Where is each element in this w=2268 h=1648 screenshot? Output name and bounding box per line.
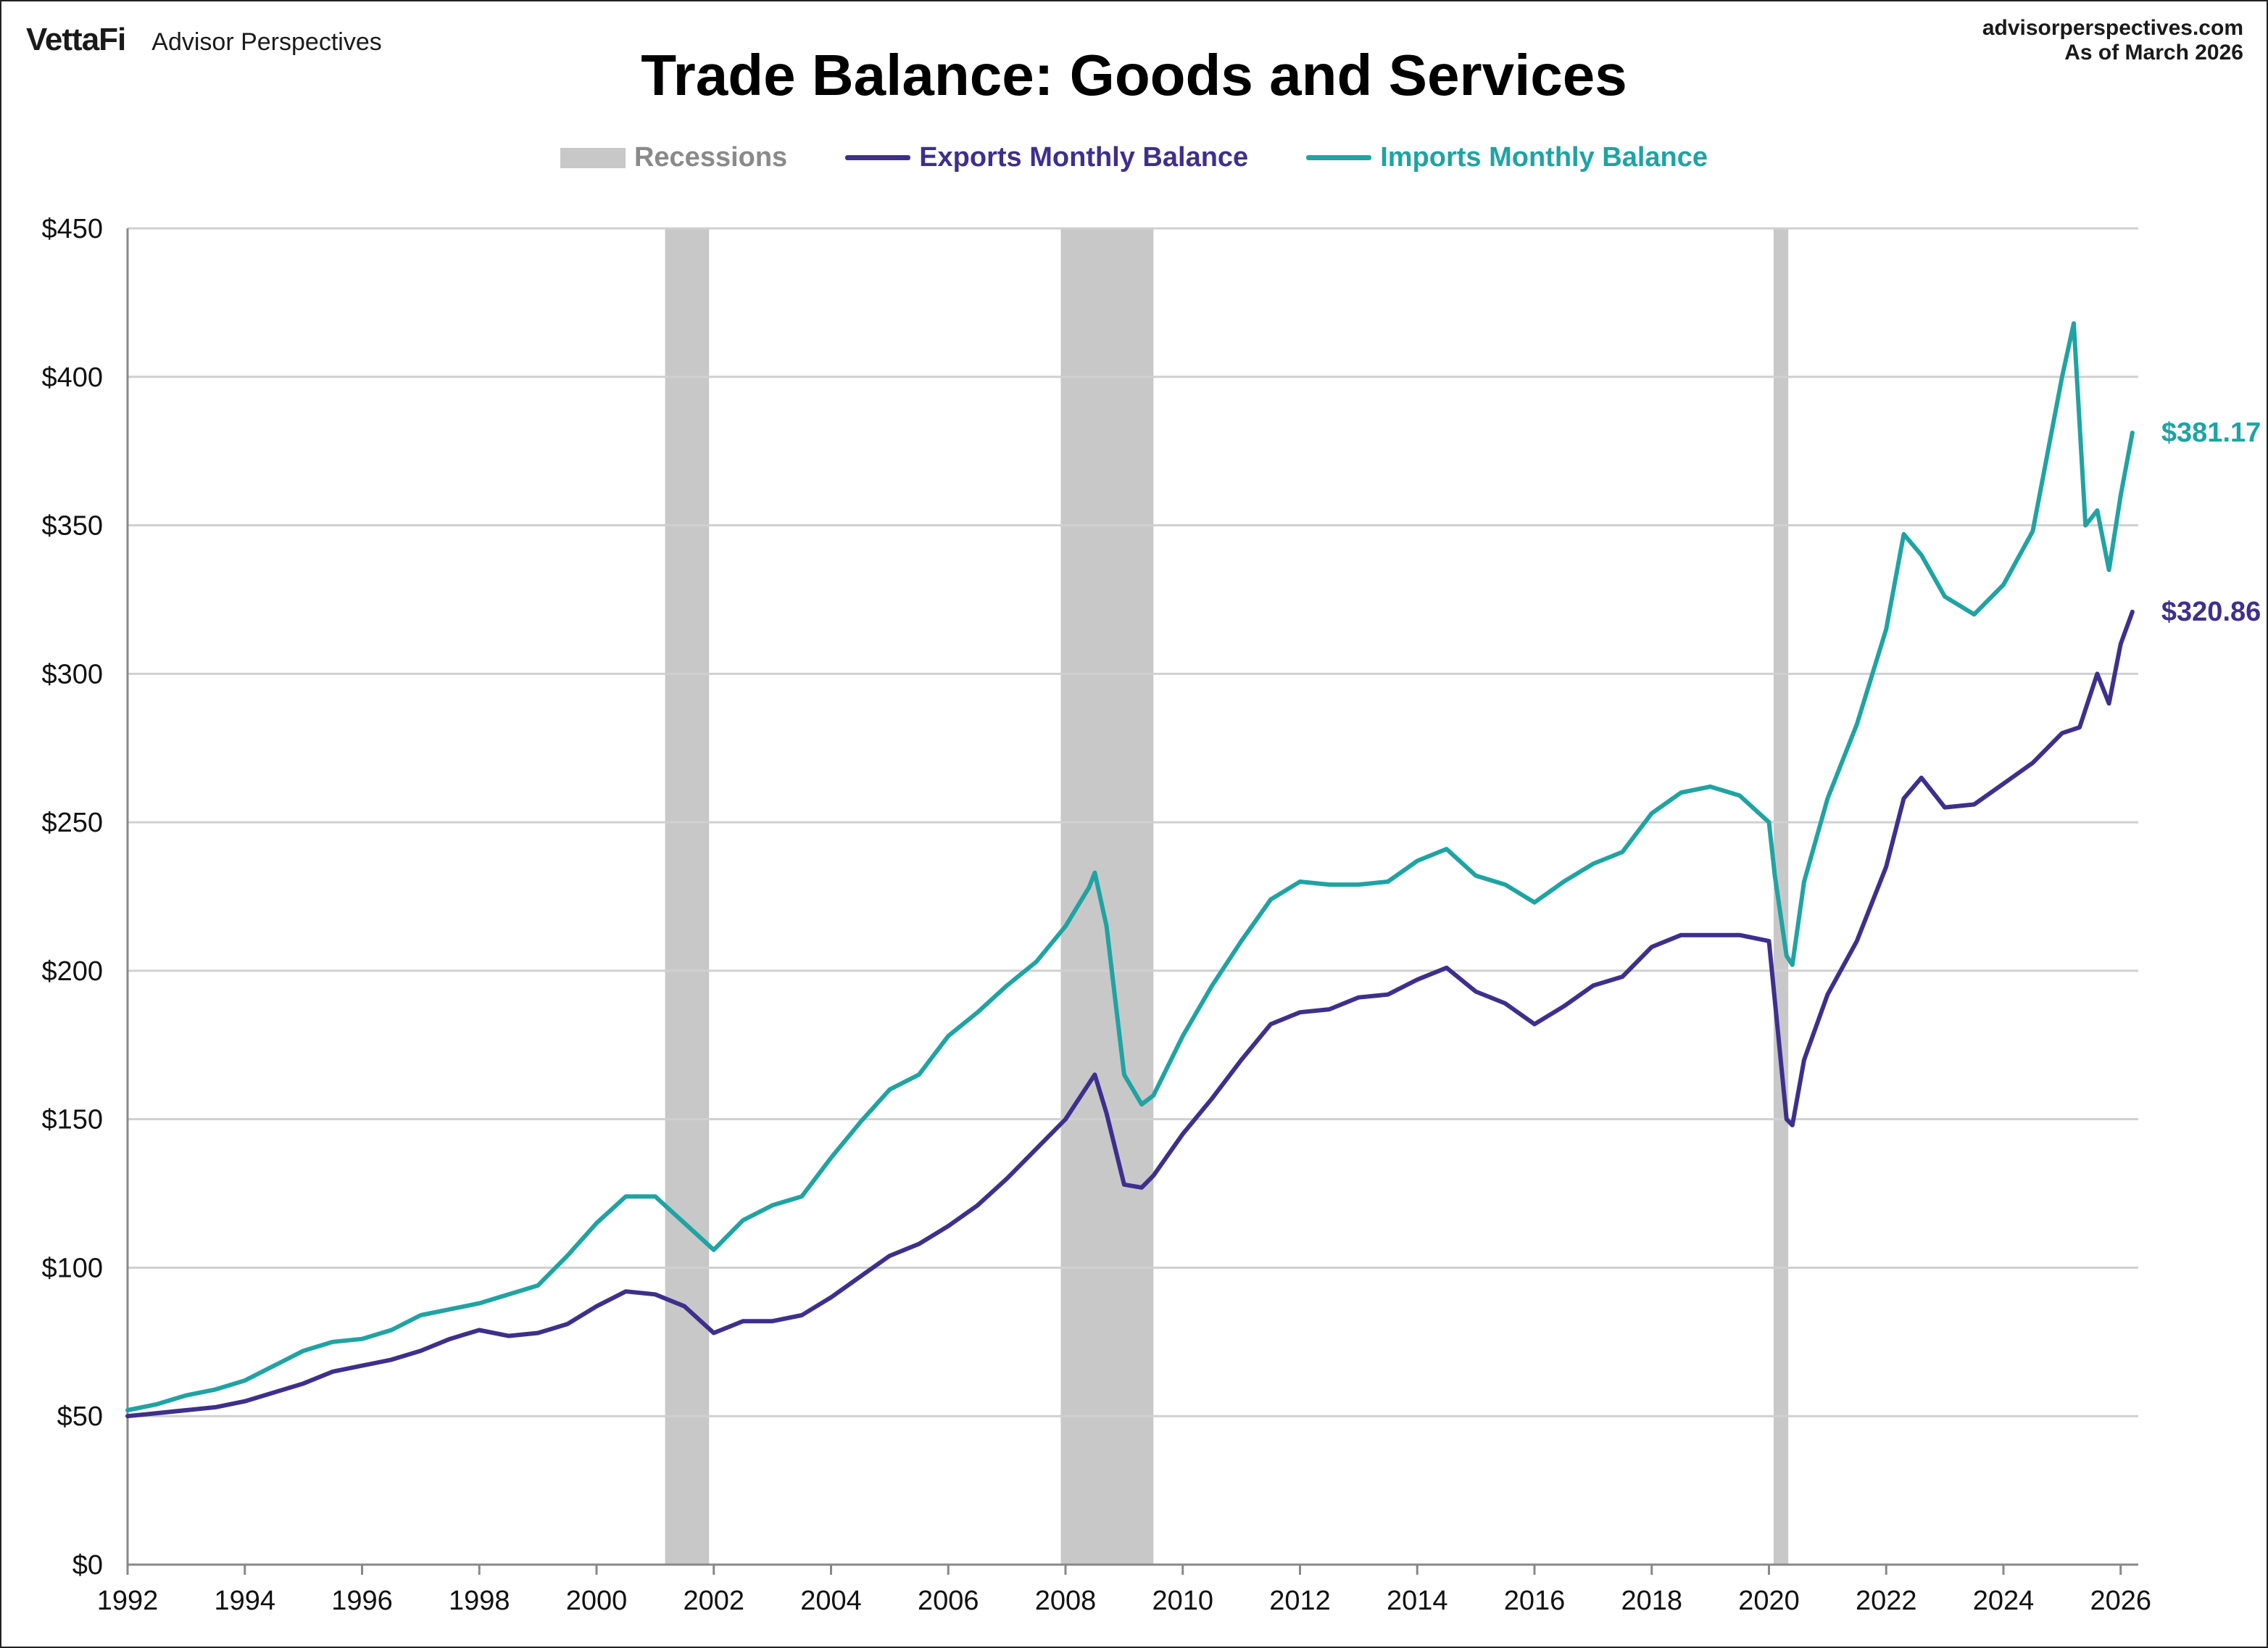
x-tick-label: 2026 — [2090, 1586, 2151, 1616]
y-tick-label: $400 — [41, 363, 103, 393]
legend-swatch-recessions — [560, 147, 626, 168]
as-of-date: As of March 2026 — [2064, 41, 2243, 65]
x-tick-label: 2010 — [1152, 1586, 1213, 1616]
x-tick-label: 2024 — [1973, 1586, 2035, 1616]
x-tick-label: 2012 — [1269, 1586, 1331, 1616]
y-tick-label: $150 — [41, 1105, 103, 1135]
x-tick-label: 1996 — [331, 1586, 393, 1616]
vettafi-logo: VettaFi — [26, 22, 126, 57]
legend-swatch-exports — [845, 155, 911, 160]
legend-exports: Exports Monthly Balance — [845, 142, 1248, 173]
x-tick-label: 1998 — [449, 1586, 510, 1616]
legend-label-exports: Exports Monthly Balance — [919, 142, 1249, 173]
x-tick-label: 2000 — [566, 1586, 628, 1616]
x-tick-label: 2014 — [1387, 1586, 1448, 1616]
y-tick-label: $200 — [41, 956, 103, 987]
legend-swatch-imports — [1306, 155, 1372, 160]
x-tick-label: 2004 — [800, 1586, 862, 1616]
x-tick-label: 2022 — [1856, 1586, 1917, 1616]
y-tick-label: $100 — [41, 1253, 103, 1283]
brand-name: Advisor Perspectives — [151, 28, 382, 56]
x-tick-label: 2006 — [918, 1586, 979, 1616]
brand: VettaFi Advisor Perspectives — [26, 22, 382, 58]
end-label-exports: $320.86 — [2161, 597, 2261, 627]
chart-title: Trade Balance: Goods and Services — [641, 43, 1627, 107]
legend-label-imports: Imports Monthly Balance — [1380, 142, 1708, 173]
site-url: advisorperspectives.com — [1982, 16, 2243, 40]
x-tick-label: 2002 — [683, 1586, 744, 1616]
y-tick-label: $0 — [72, 1550, 103, 1581]
legend-recessions: Recessions — [560, 142, 787, 173]
y-tick-label: $300 — [41, 659, 103, 690]
y-tick-label: $250 — [41, 808, 103, 838]
recession-band-2 — [1773, 228, 1789, 1565]
x-tick-label: 1992 — [97, 1586, 159, 1616]
y-tick-label: $50 — [57, 1401, 103, 1432]
legend-imports: Imports Monthly Balance — [1306, 142, 1708, 173]
y-tick-label: $450 — [41, 214, 103, 244]
recession-band-1 — [1060, 228, 1154, 1565]
y-tick-label: $350 — [41, 511, 103, 542]
series-line-exports — [125, 609, 2135, 1419]
legend: Recessions Exports Monthly Balance Impor… — [0, 142, 2268, 173]
x-tick-label: 2008 — [1035, 1586, 1097, 1616]
x-tick-label: 2016 — [1504, 1586, 1566, 1616]
x-tick-label: 2018 — [1621, 1586, 1682, 1616]
x-tick-label: 1994 — [214, 1586, 275, 1616]
x-tick-label: 2020 — [1738, 1586, 1800, 1616]
legend-label-recessions: Recessions — [634, 142, 788, 173]
recession-band-0 — [665, 228, 710, 1565]
end-label-imports: $381.17 — [2161, 418, 2261, 448]
series-line-imports — [125, 321, 2135, 1412]
source-info: advisorperspectives.com As of March 2026 — [1982, 16, 2243, 65]
